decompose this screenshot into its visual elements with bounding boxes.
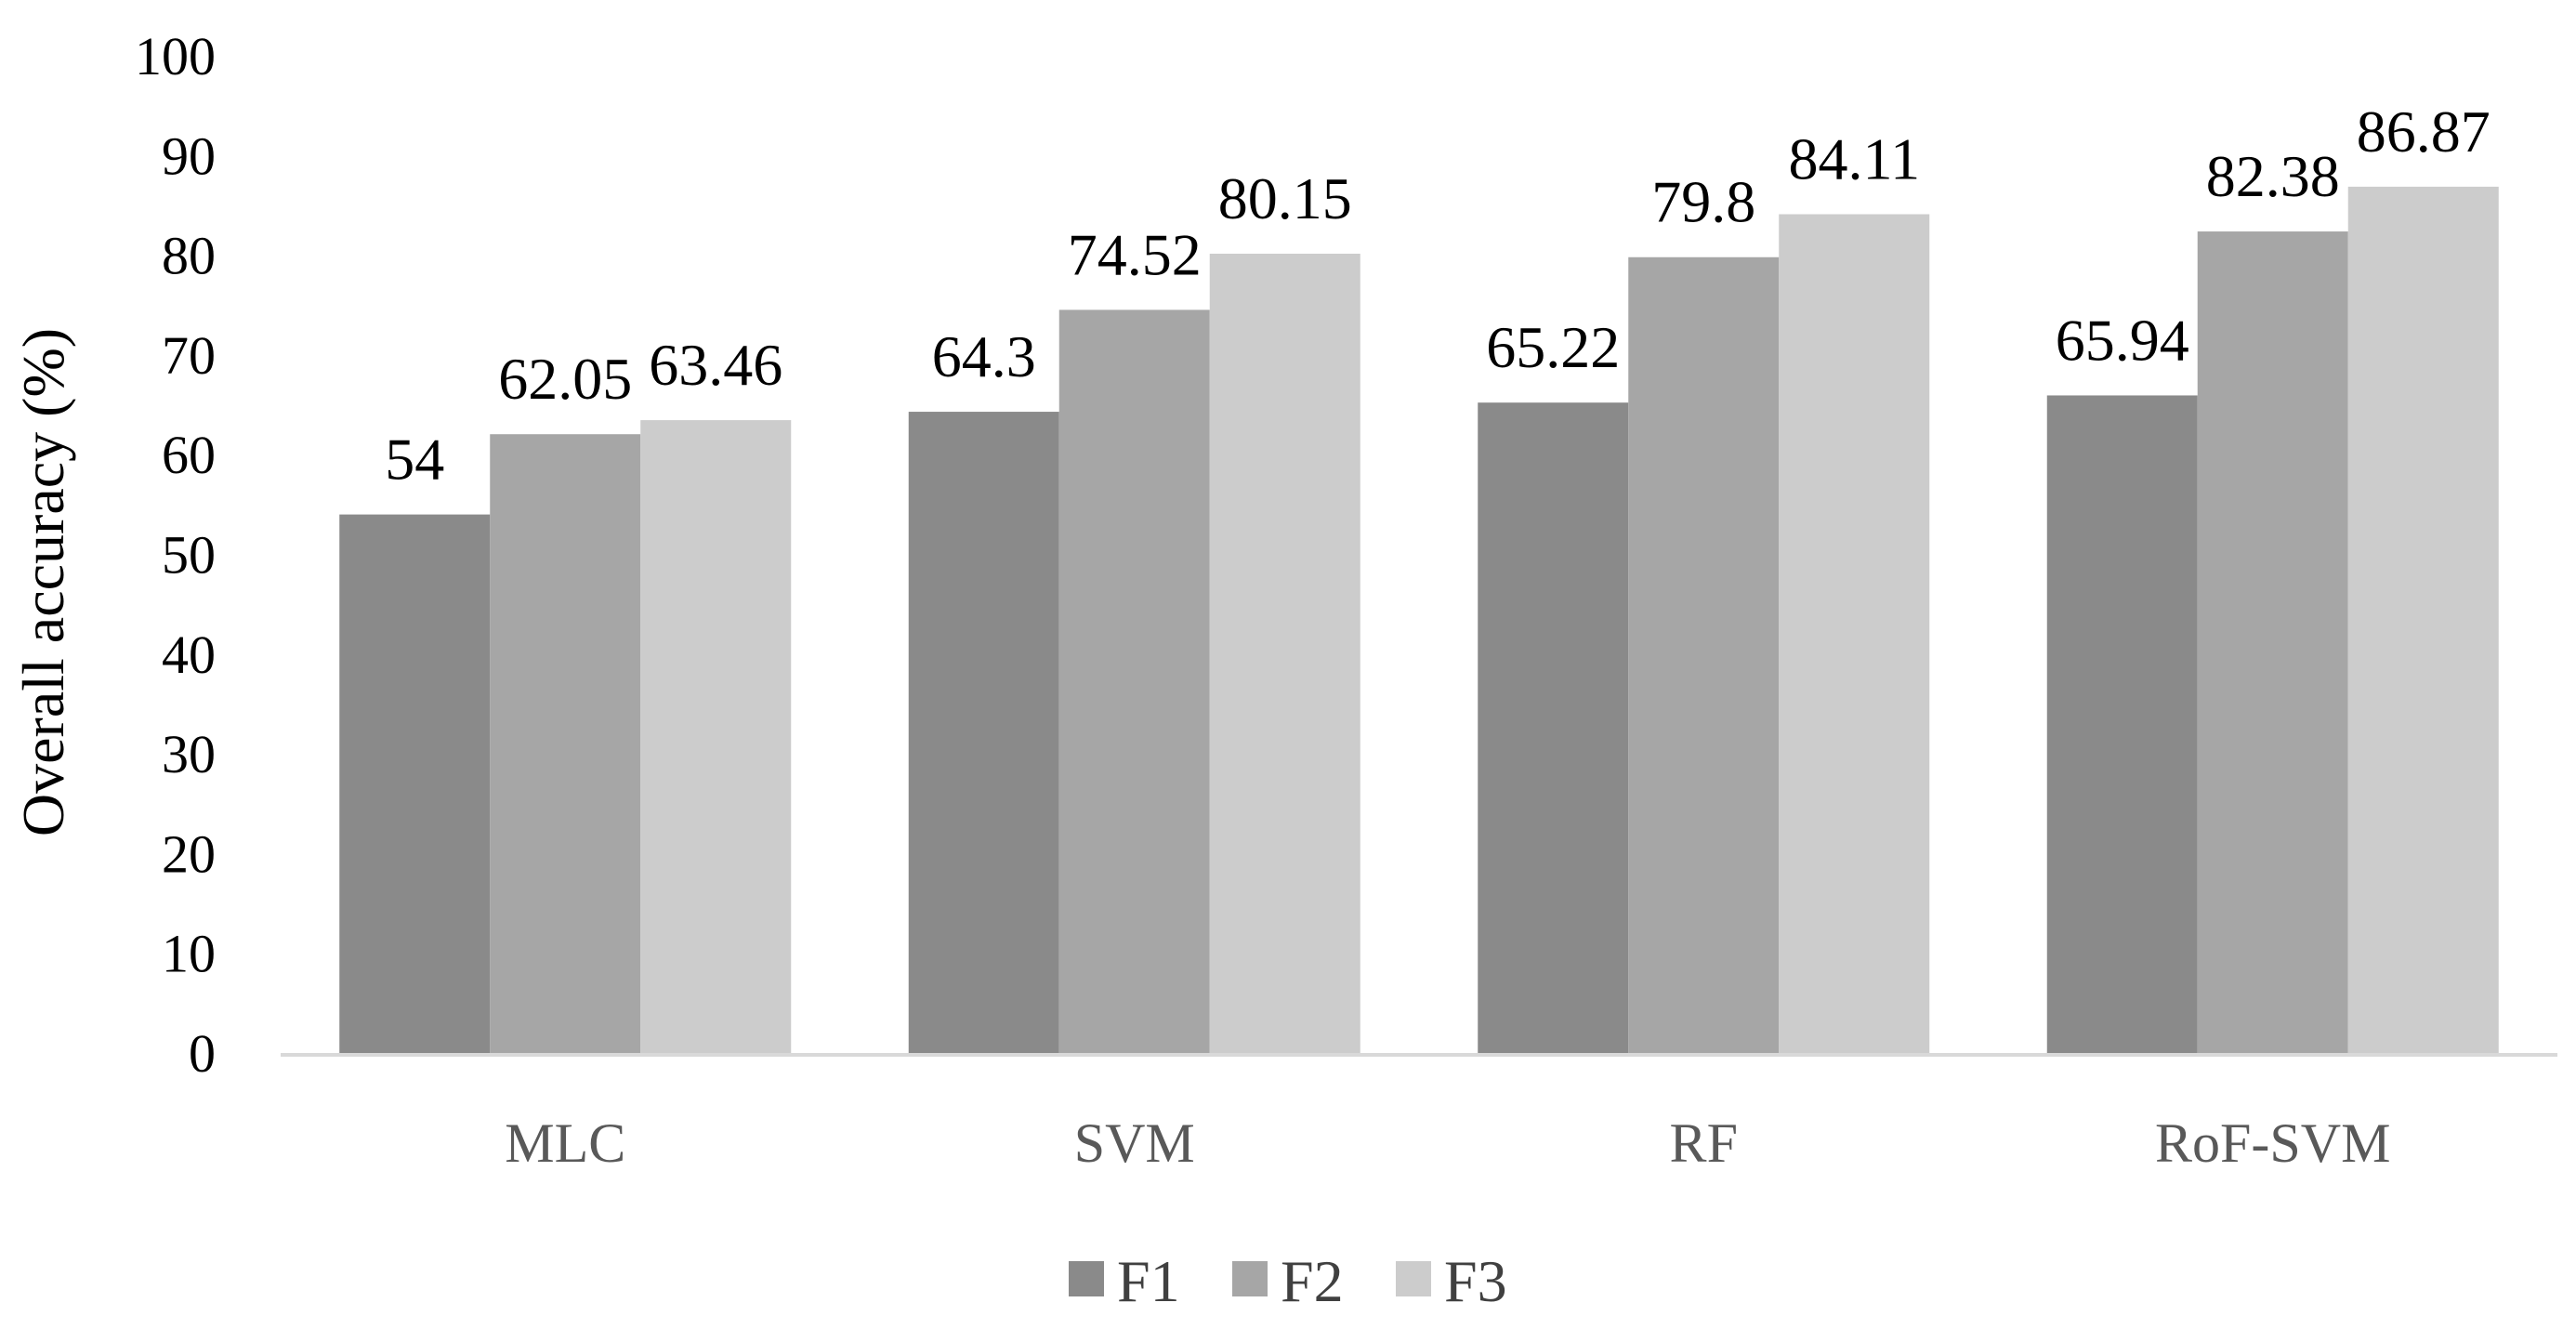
data-label: 80.15 [1218,165,1352,231]
bar-f2-rof-svm [2197,231,2348,1053]
legend-label-f1: F1 [1117,1248,1180,1314]
y-tick-label: 20 [162,823,216,884]
data-label: 65.22 [1486,314,1620,380]
legend-label-f3: F3 [1444,1248,1507,1314]
bar-f2-mlc [490,434,641,1053]
x-axis-ticks: MLC SVM RF RoF-SVM [505,1112,2390,1174]
data-label: 64.3 [932,323,1036,389]
data-label: 62.05 [498,346,632,412]
y-tick-label: 100 [135,26,216,86]
data-label: 84.11 [1788,125,1920,191]
bar-f1-rof-svm [2046,395,2198,1053]
y-axis-title: Overall accuracy (%) [10,328,76,836]
bar-f1-svm [908,412,1059,1053]
x-tick-label: SVM [1074,1112,1195,1174]
y-tick-label: 50 [162,525,216,586]
data-label: 74.52 [1068,221,1202,287]
y-tick-label: 0 [189,1023,216,1084]
y-tick-label: 30 [162,724,216,784]
bar-f3-svm [1209,253,1360,1054]
y-tick-label: 10 [162,924,216,984]
legend-label-f2: F2 [1281,1248,1344,1314]
legend-swatch-f1 [1069,1261,1104,1296]
y-tick-label: 80 [162,226,216,286]
y-tick-label: 90 [162,125,216,186]
bar-f2-svm [1058,309,1210,1053]
y-tick-label: 70 [162,325,216,386]
bar-f3-mlc [640,420,792,1053]
bar-f3-rf [1779,214,1930,1053]
data-label: 82.38 [2206,143,2340,209]
data-label: 86.87 [2357,99,2491,164]
bar-f1-mlc [339,514,491,1053]
x-tick-label: MLC [505,1112,625,1174]
x-tick-label: RF [1670,1112,1738,1174]
y-tick-label: 40 [162,625,216,685]
data-label: 63.46 [649,332,782,398]
bar-f1-rf [1478,402,1629,1053]
y-axis-ticks: 0 10 20 30 40 50 60 70 80 90 100 [135,26,216,1084]
data-label: 79.8 [1651,169,1755,235]
legend-swatch-f2 [1232,1261,1268,1296]
data-label: 54 [385,427,444,493]
bar-f3-rof-svm [2347,186,2499,1054]
x-tick-label: RoF-SVM [2155,1112,2390,1174]
legend-swatch-f3 [1396,1261,1431,1296]
bar-f2-rf [1628,257,1780,1054]
y-tick-label: 60 [162,425,216,485]
legend: F1 F2 F3 [1069,1248,1507,1314]
data-label: 65.94 [2056,307,2189,373]
bars [339,186,2499,1054]
